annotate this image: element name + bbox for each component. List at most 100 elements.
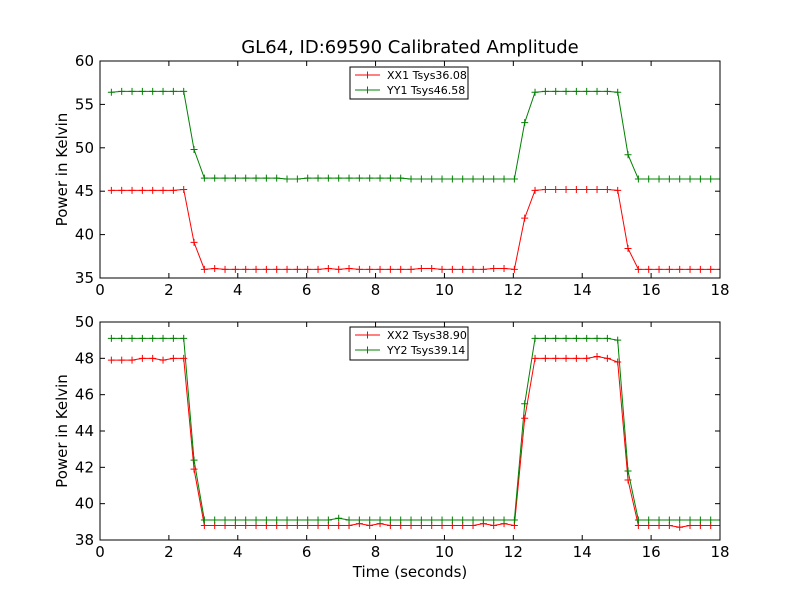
data-point-marker (459, 265, 467, 273)
data-point-marker (159, 87, 167, 95)
data-point-marker (500, 175, 508, 183)
x-tick-label: 12 (504, 281, 523, 299)
data-point-marker (676, 265, 684, 273)
data-point-marker (118, 87, 126, 95)
data-point-marker (242, 174, 250, 182)
data-point-marker (707, 175, 715, 183)
y-tick-label: 50 (75, 139, 94, 157)
data-point-marker (676, 523, 684, 531)
x-tick-label: 2 (164, 281, 174, 299)
data-point-marker (190, 146, 198, 154)
data-point-marker (531, 354, 539, 362)
data-point-marker (242, 516, 250, 524)
y-axis-label: Power in Kelvin (53, 374, 71, 488)
series-xx (107, 185, 720, 273)
data-point-marker (572, 334, 580, 342)
series-yy (107, 334, 720, 524)
data-point-marker (138, 354, 146, 362)
data-point-marker (138, 87, 146, 95)
data-point-marker (541, 87, 549, 95)
data-point-marker (583, 334, 591, 342)
data-point-marker (262, 265, 270, 273)
data-point-marker (417, 516, 425, 524)
x-tick-label: 16 (642, 543, 661, 561)
data-point-marker (696, 516, 704, 524)
data-point-marker (531, 186, 539, 194)
data-point-marker (159, 334, 167, 342)
data-point-marker (397, 265, 405, 273)
data-point-marker (128, 186, 136, 194)
data-point-marker (149, 87, 157, 95)
data-point-marker (521, 214, 529, 222)
legend-marker (364, 86, 371, 94)
x-tick-label: 10 (435, 281, 454, 299)
data-point-marker (200, 516, 208, 524)
data-point-marker (676, 175, 684, 183)
data-point-marker (572, 354, 580, 362)
data-point-marker (696, 175, 704, 183)
data-point-marker (314, 516, 322, 524)
data-point-marker (665, 175, 673, 183)
y-tick-label: 40 (75, 495, 94, 513)
y-tick-label: 50 (75, 313, 94, 331)
data-point-marker (541, 334, 549, 342)
data-point-marker (366, 516, 374, 524)
data-point-marker (686, 265, 694, 273)
data-point-marker (211, 174, 219, 182)
legend: XX1 Tsys36.08 YY1 Tsys46.58 (349, 66, 469, 100)
y-tick-label: 38 (75, 531, 94, 549)
data-point-marker (428, 516, 436, 524)
data-point-marker (107, 334, 115, 342)
data-point-marker (707, 516, 715, 524)
x-tick-label: 14 (573, 281, 592, 299)
data-point-marker (304, 174, 312, 182)
data-point-marker (696, 265, 704, 273)
chart-title: GL64, ID:69590 Calibrated Amplitude (241, 37, 579, 58)
data-point-marker (273, 265, 281, 273)
y-tick-label: 46 (75, 386, 94, 404)
data-point-marker (552, 354, 560, 362)
data-point-marker (490, 175, 498, 183)
y-tick-label: 60 (75, 52, 94, 70)
data-point-marker (262, 174, 270, 182)
x-tick-label: 18 (710, 543, 729, 561)
data-point-marker (397, 516, 405, 524)
data-point-marker (138, 334, 146, 342)
x-axis-label: Time (seconds) (352, 563, 468, 581)
data-point-marker (479, 516, 487, 524)
data-point-marker (531, 88, 539, 96)
data-point-marker (603, 185, 611, 193)
data-point-marker (686, 516, 694, 524)
data-point-marker (376, 516, 384, 524)
data-point-marker (500, 264, 508, 272)
data-point-marker (645, 516, 653, 524)
data-point-marker (459, 175, 467, 183)
legend-box (349, 66, 469, 100)
legend: XX2 Tsys38.90 YY2 Tsys39.14 (349, 326, 469, 361)
data-point-marker (283, 265, 291, 273)
data-point-marker (479, 175, 487, 183)
data-point-marker (118, 334, 126, 342)
data-point-marker (107, 186, 115, 194)
data-point-marker (304, 265, 312, 273)
data-point-marker (293, 175, 301, 183)
data-point-marker (386, 265, 394, 273)
data-point-marker (572, 185, 580, 193)
data-point-marker (107, 356, 115, 364)
data-point-marker (552, 87, 560, 95)
y-tick-label: 35 (75, 269, 94, 287)
data-point-marker (273, 516, 281, 524)
data-point-marker (345, 516, 353, 524)
data-point-marker (469, 175, 477, 183)
data-point-marker (490, 516, 498, 524)
data-point-marker (180, 334, 188, 342)
data-point-marker (521, 400, 529, 408)
data-point-marker (283, 175, 291, 183)
y-tick-label: 55 (75, 95, 94, 113)
data-point-marker (324, 174, 332, 182)
legend-marker (364, 346, 371, 354)
data-point-marker (603, 334, 611, 342)
data-point-marker (159, 356, 167, 364)
data-point-marker (211, 516, 219, 524)
